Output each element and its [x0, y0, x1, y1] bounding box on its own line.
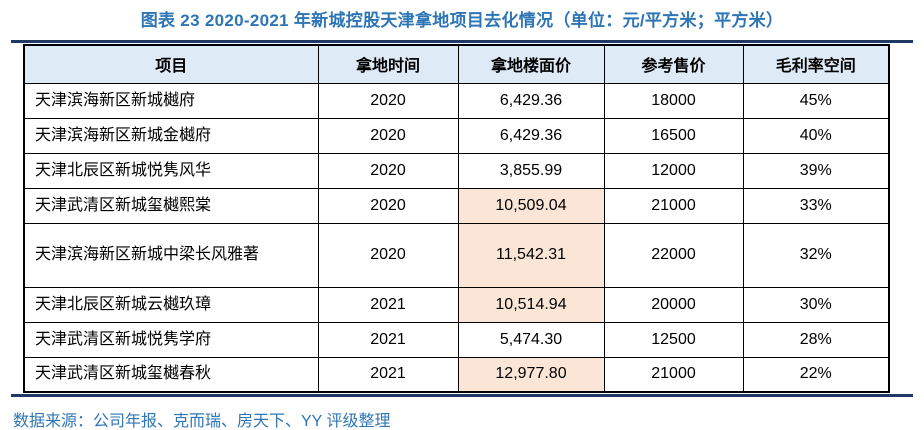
reference-price-cell: 18000 [603, 82, 744, 119]
project-name-cell: 天津滨海新区新城中梁长风雅著 [23, 222, 319, 288]
project-name-cell: 天津滨海新区新城金樾府 [23, 117, 319, 154]
reference-price-cell: 16500 [603, 117, 744, 154]
gross-margin-cell: 33% [742, 187, 890, 224]
gross-margin-cell: 32% [742, 222, 890, 288]
header-row: 项目 拿地时间 拿地楼面价 参考售价 毛利率空间 [23, 44, 890, 84]
floor-price-cell: 6,429.36 [457, 117, 605, 154]
land-year-cell: 2020 [317, 82, 459, 119]
land-year-cell: 2021 [317, 321, 459, 358]
table-row: 天津武清区新城悦隽学府 2021 5,474.30 12500 28% [23, 321, 890, 358]
project-name-cell: 天津武清区新城玺樾春秋 [23, 356, 319, 393]
reference-price-cell: 12500 [603, 321, 744, 358]
project-name-cell: 天津武清区新城悦隽学府 [23, 321, 319, 358]
land-year-cell: 2020 [317, 187, 459, 224]
land-year-cell: 2021 [317, 356, 459, 393]
floor-price-cell: 3,855.99 [457, 152, 605, 189]
land-year-cell: 2020 [317, 222, 459, 288]
bottom-rule [11, 394, 913, 397]
column-header-land-year: 拿地时间 [317, 44, 459, 84]
gross-margin-cell: 45% [742, 82, 890, 119]
project-name-cell: 天津滨海新区新城樾府 [23, 82, 319, 119]
gross-margin-cell: 39% [742, 152, 890, 189]
table-wrap: 项目 拿地时间 拿地楼面价 参考售价 毛利率空间 天津滨海新区新城樾府 2020… [23, 43, 890, 394]
reference-price-cell: 21000 [603, 356, 744, 393]
gross-margin-cell: 22% [742, 356, 890, 393]
column-header-floor-price: 拿地楼面价 [457, 44, 605, 84]
table-row: 天津北辰区新城云樾玖璋 2021 10,514.94 20000 30% [23, 286, 890, 323]
column-header-project: 项目 [23, 44, 319, 84]
floor-price-cell: 10,509.04 [457, 187, 605, 224]
top-rule [11, 40, 913, 43]
table-row: 天津武清区新城玺樾春秋 2021 12,977.80 21000 22% [23, 356, 890, 393]
table-row: 天津武清区新城玺樾熙棠 2020 10,509.04 21000 33% [23, 187, 890, 224]
land-year-cell: 2020 [317, 152, 459, 189]
reference-price-cell: 22000 [603, 222, 744, 288]
reference-price-cell: 12000 [603, 152, 744, 189]
gross-margin-cell: 28% [742, 321, 890, 358]
reference-price-cell: 20000 [603, 286, 744, 323]
floor-price-cell: 6,429.36 [457, 82, 605, 119]
gross-margin-cell: 30% [742, 286, 890, 323]
land-year-cell: 2020 [317, 117, 459, 154]
floor-price-cell: 11,542.31 [457, 222, 605, 288]
reference-price-cell: 21000 [603, 187, 744, 224]
land-year-cell: 2021 [317, 286, 459, 323]
table-row: 天津滨海新区新城中梁长风雅著 2020 11,542.31 22000 32% [23, 222, 890, 288]
project-name-cell: 天津北辰区新城云樾玖璋 [23, 286, 319, 323]
figure-title: 图表 23 2020-2021 年新城控股天津拿地项目去化情况（单位：元/平方米… [140, 11, 784, 30]
table-row: 天津滨海新区新城金樾府 2020 6,429.36 16500 40% [23, 117, 890, 154]
project-name-cell: 天津武清区新城玺樾熙棠 [23, 187, 319, 224]
data-source-note: 数据来源：公司年报、克而瑞、房天下、YY 评级整理 [13, 413, 391, 430]
land-projects-table: 项目 拿地时间 拿地楼面价 参考售价 毛利率空间 天津滨海新区新城樾府 2020… [23, 44, 890, 393]
table-row: 天津北辰区新城悦隽风华 2020 3,855.99 12000 39% [23, 152, 890, 189]
floor-price-cell: 10,514.94 [457, 286, 605, 323]
floor-price-cell: 12,977.80 [457, 356, 605, 393]
column-header-reference-price: 参考售价 [603, 44, 744, 84]
project-name-cell: 天津北辰区新城悦隽风华 [23, 152, 319, 189]
floor-price-cell: 5,474.30 [457, 321, 605, 358]
gross-margin-cell: 40% [742, 117, 890, 154]
column-header-gross-margin: 毛利率空间 [742, 44, 890, 84]
table-row: 天津滨海新区新城樾府 2020 6,429.36 18000 45% [23, 82, 890, 119]
